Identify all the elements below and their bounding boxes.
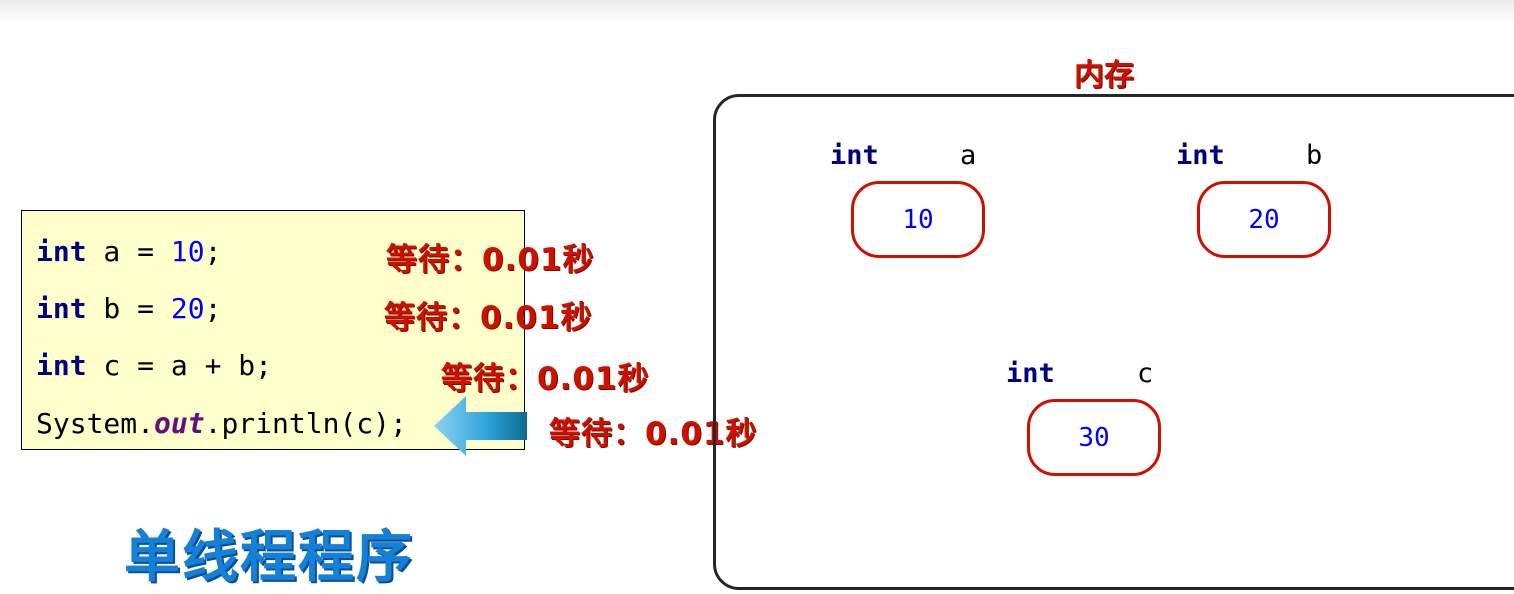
number-literal: 10 [170, 235, 205, 268]
keyword: int [36, 349, 87, 382]
code-line-2: int b = 20; [36, 295, 221, 323]
code-text: a = [86, 235, 171, 268]
var-a-type: int [830, 140, 879, 171]
code-line-1: int a = 10; [36, 238, 221, 266]
code-text: .println(c); [204, 407, 407, 440]
memory-label: 内存 [1074, 58, 1134, 93]
var-c-name: c [1137, 358, 1154, 389]
var-a-name: a [960, 140, 977, 171]
keyword: int [36, 235, 87, 268]
wait-label-4: 等待：0.01秒 [549, 416, 758, 452]
code-text: System. [36, 407, 155, 440]
var-b-cell: 20 [1197, 181, 1331, 258]
var-c-type: int [1006, 358, 1055, 389]
var-c-cell: 30 [1027, 399, 1161, 476]
code-line-4: System.out.println(c); [36, 410, 407, 438]
wait-label-1: 等待：0.01秒 [386, 242, 595, 278]
single-thread-title: 单线程程序 [124, 525, 414, 590]
wait-label-2: 等待：0.01秒 [384, 300, 593, 336]
keyword: int [36, 292, 87, 325]
memory-box [713, 94, 1514, 590]
var-b-name: b [1306, 140, 1323, 171]
code-text: c = a + b; [86, 349, 273, 382]
var-a-cell: 10 [851, 181, 985, 258]
code-line-3: int c = a + b; [36, 352, 272, 380]
code-text: b = [86, 292, 171, 325]
static-field: out [154, 407, 205, 440]
code-text: ; [204, 235, 222, 268]
wait-label-3: 等待：0.01秒 [441, 361, 650, 397]
code-text: ; [204, 292, 222, 325]
execution-arrow-icon [434, 396, 527, 456]
number-literal: 20 [170, 292, 205, 325]
code-panel: int a = 10; int b = 20; int c = a + b; S… [21, 210, 525, 450]
top-shadow [0, 0, 1514, 22]
var-b-type: int [1176, 140, 1225, 171]
